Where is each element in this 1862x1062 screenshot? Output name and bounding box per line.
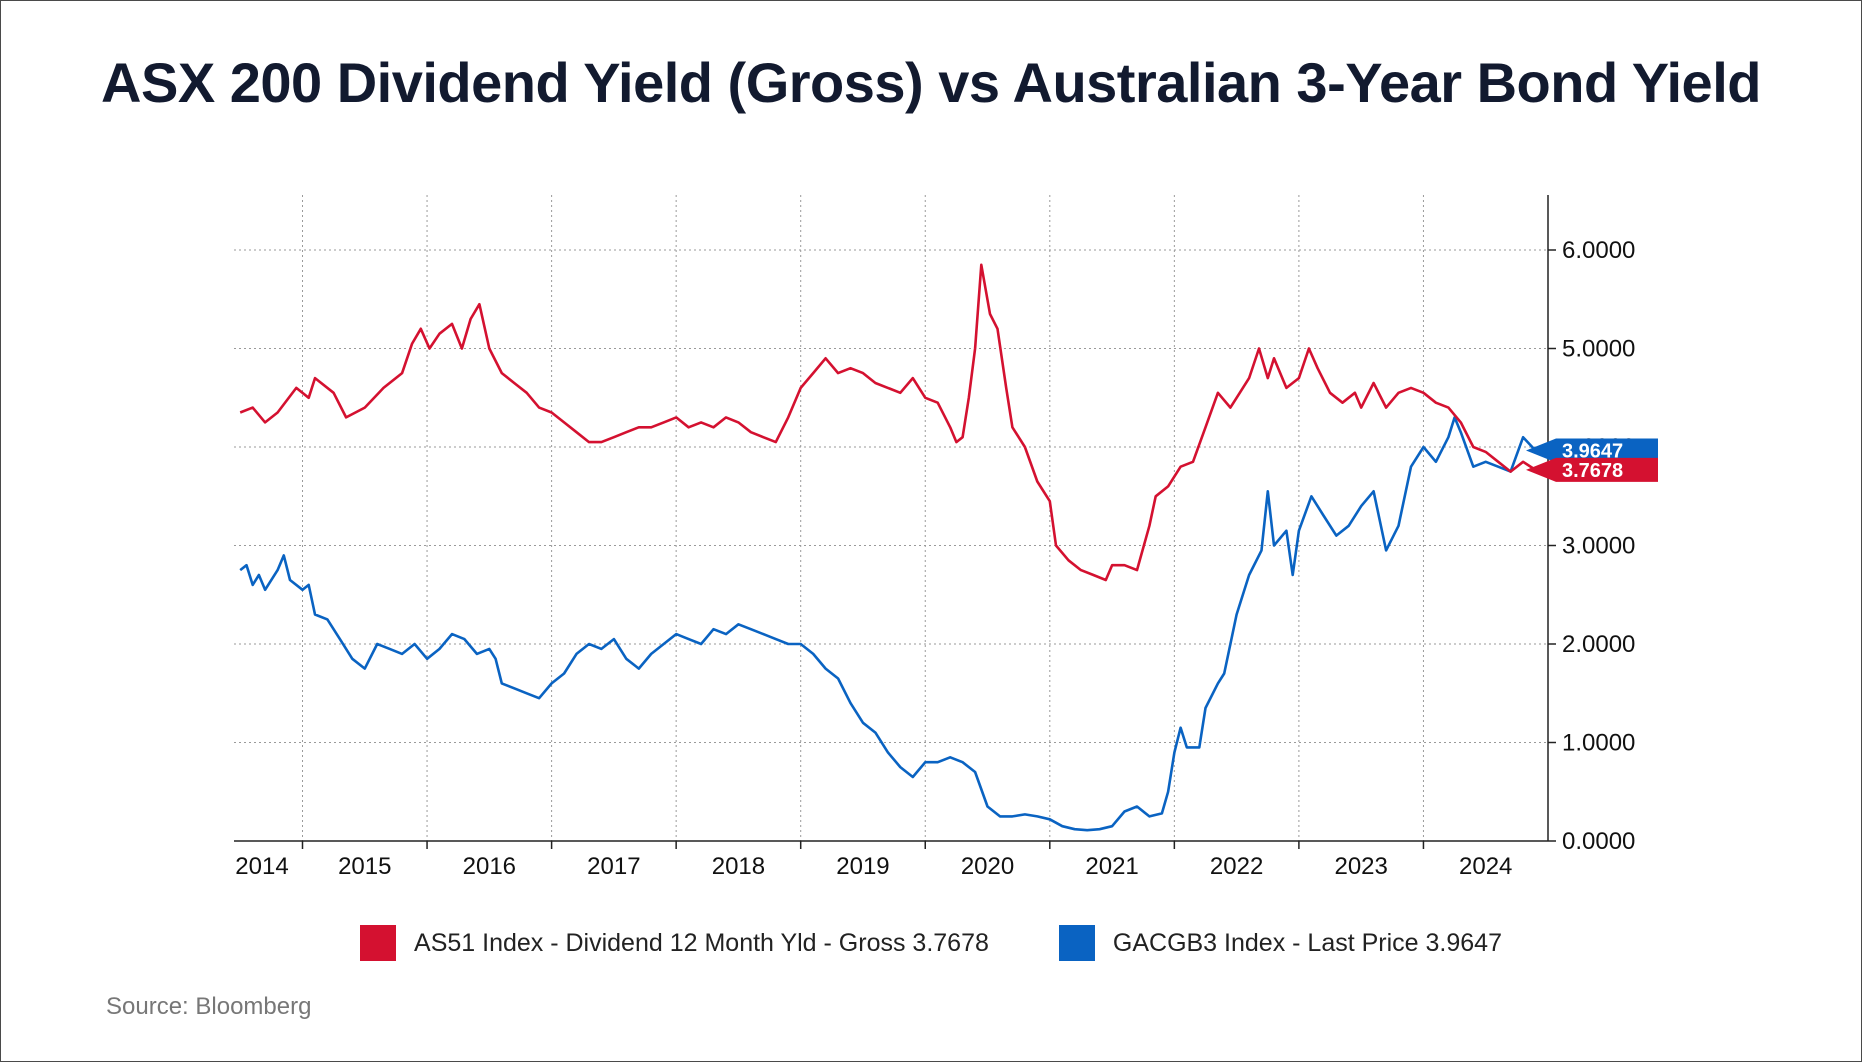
x-tick-label: 2014 — [235, 853, 288, 880]
legend-swatch-red — [360, 925, 397, 961]
x-tick-label: 2022 — [1210, 853, 1263, 880]
x-tick-label: 2017 — [587, 853, 640, 880]
y-tick-label: 2.0000 — [1562, 631, 1635, 658]
y-tick-label: 0.0000 — [1562, 828, 1635, 855]
x-tick-label: 2016 — [463, 853, 516, 880]
last-value-label: 3.7678 — [1562, 460, 1623, 482]
legend-swatch-blue — [1058, 925, 1095, 961]
grid-lines — [234, 195, 1548, 841]
series-lines — [239, 263, 1537, 832]
y-tick-label: 1.0000 — [1562, 730, 1635, 757]
x-tick-label: 2020 — [961, 853, 1014, 880]
series-line-gacgb3 — [239, 416, 1537, 832]
last-value-flag-as51 — [1526, 457, 1658, 482]
legend: AS51 Index - Dividend 12 Month Yld - Gro… — [0, 925, 1862, 961]
tick-labels: 0.00001.00002.00003.00004.00005.00006.00… — [235, 237, 1635, 880]
last-value-flag-gacgb3 — [1526, 438, 1658, 463]
source-note: Source: Bloomberg — [106, 993, 312, 1020]
x-tick-label: 2018 — [712, 853, 765, 880]
legend-item-as51[interactable]: AS51 Index - Dividend 12 Month Yld - Gro… — [360, 925, 989, 961]
x-tick-label: 2021 — [1085, 853, 1138, 880]
legend-label-as51: AS51 Index - Dividend 12 Month Yld - Gro… — [414, 928, 989, 957]
y-tick-label: 6.0000 — [1562, 237, 1635, 264]
legend-label-gacgb3: GACGB3 Index - Last Price 3.9647 — [1112, 928, 1502, 957]
x-tick-label: 2023 — [1334, 853, 1387, 880]
x-tick-label: 2024 — [1459, 853, 1512, 880]
x-tick-label: 2019 — [836, 853, 889, 880]
legend-item-gacgb3[interactable]: GACGB3 Index - Last Price 3.9647 — [1058, 925, 1502, 961]
axes — [234, 195, 1556, 849]
y-tick-label: 3.0000 — [1562, 533, 1635, 560]
last-value-label: 3.9647 — [1562, 440, 1623, 462]
x-tick-label: 2015 — [338, 853, 391, 880]
y-tick-label: 5.0000 — [1562, 336, 1635, 363]
chart-title: ASX 200 Dividend Yield (Gross) vs Austra… — [101, 51, 1761, 114]
series-line-as51 — [239, 263, 1537, 582]
